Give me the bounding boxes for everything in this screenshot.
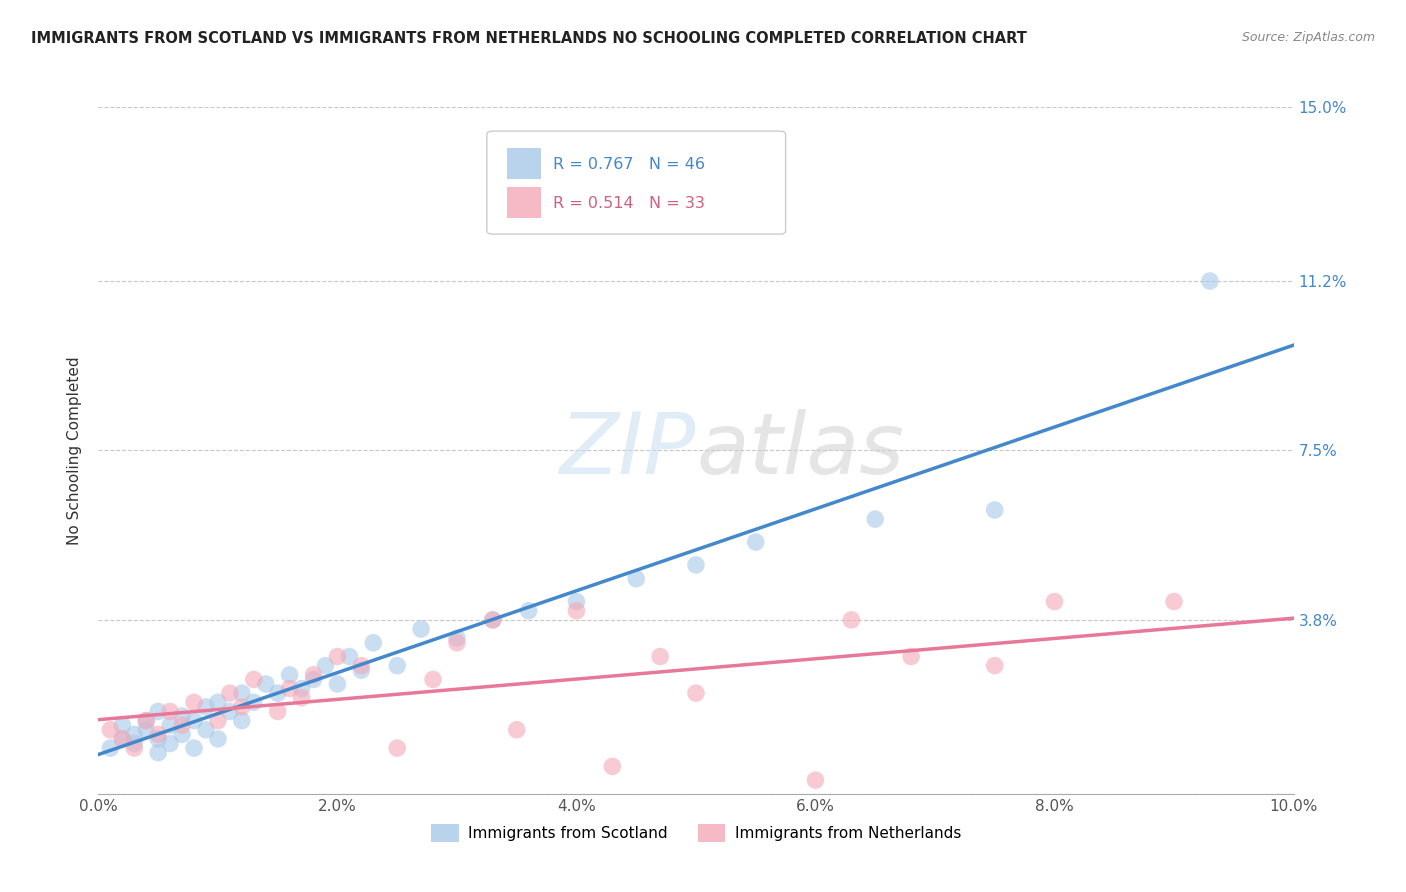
- Point: [148, 705, 170, 719]
- Point: [339, 649, 361, 664]
- Point: [111, 731, 134, 746]
- Point: [446, 631, 468, 645]
- Point: [172, 709, 194, 723]
- Point: [302, 673, 325, 687]
- Point: [385, 741, 409, 756]
- Point: [111, 718, 134, 732]
- Legend: Immigrants from Scotland, Immigrants from Netherlands: Immigrants from Scotland, Immigrants fro…: [425, 818, 967, 848]
- Point: [195, 723, 218, 737]
- Point: [195, 699, 218, 714]
- Text: Source: ZipAtlas.com: Source: ZipAtlas.com: [1241, 31, 1375, 45]
- Point: [207, 731, 229, 746]
- Point: [326, 649, 349, 664]
- Point: [111, 731, 134, 746]
- Point: [350, 663, 373, 677]
- Point: [135, 714, 157, 728]
- Point: [243, 673, 266, 687]
- Point: [565, 604, 588, 618]
- Point: [565, 594, 588, 608]
- Text: atlas: atlas: [696, 409, 904, 492]
- Point: [1199, 274, 1222, 288]
- Point: [207, 695, 229, 709]
- FancyBboxPatch shape: [486, 131, 786, 234]
- Point: [482, 613, 505, 627]
- Point: [1043, 594, 1066, 608]
- Point: [278, 668, 301, 682]
- Point: [159, 737, 181, 751]
- Point: [219, 686, 242, 700]
- Text: IMMIGRANTS FROM SCOTLAND VS IMMIGRANTS FROM NETHERLANDS NO SCHOOLING COMPLETED C: IMMIGRANTS FROM SCOTLAND VS IMMIGRANTS F…: [31, 31, 1026, 46]
- Point: [841, 613, 863, 627]
- Point: [900, 649, 922, 664]
- Point: [278, 681, 301, 696]
- Text: R = 0.514   N = 33: R = 0.514 N = 33: [553, 195, 704, 211]
- Point: [865, 512, 887, 526]
- Point: [124, 741, 146, 756]
- Point: [350, 658, 373, 673]
- Point: [745, 535, 768, 549]
- Point: [411, 622, 433, 636]
- Point: [135, 723, 157, 737]
- Point: [302, 668, 325, 682]
- Point: [148, 727, 170, 741]
- Point: [650, 649, 672, 664]
- Point: [315, 658, 337, 673]
- Point: [183, 741, 205, 756]
- Text: ZIP: ZIP: [560, 409, 696, 492]
- Point: [385, 658, 409, 673]
- FancyBboxPatch shape: [508, 187, 541, 219]
- Point: [363, 636, 385, 650]
- Text: R = 0.767   N = 46: R = 0.767 N = 46: [553, 157, 704, 171]
- Point: [446, 636, 468, 650]
- Point: [159, 705, 181, 719]
- Point: [183, 695, 205, 709]
- Point: [243, 695, 266, 709]
- Point: [148, 746, 170, 760]
- Point: [482, 613, 505, 627]
- Point: [326, 677, 349, 691]
- Point: [602, 759, 624, 773]
- Point: [685, 686, 707, 700]
- Point: [207, 714, 229, 728]
- Point: [135, 714, 157, 728]
- Point: [291, 681, 314, 696]
- Point: [685, 558, 707, 572]
- Point: [1163, 594, 1185, 608]
- Point: [124, 737, 146, 751]
- FancyBboxPatch shape: [508, 148, 541, 179]
- Point: [231, 686, 253, 700]
- Point: [984, 658, 1007, 673]
- Point: [98, 723, 122, 737]
- Point: [626, 572, 648, 586]
- Point: [159, 718, 181, 732]
- Point: [148, 731, 170, 746]
- Point: [291, 690, 314, 705]
- Point: [231, 714, 253, 728]
- Point: [183, 714, 205, 728]
- Point: [517, 604, 540, 618]
- Point: [267, 686, 290, 700]
- Point: [267, 705, 290, 719]
- Point: [506, 723, 529, 737]
- Point: [422, 673, 444, 687]
- Point: [254, 677, 277, 691]
- Y-axis label: No Schooling Completed: No Schooling Completed: [67, 356, 83, 545]
- Point: [172, 727, 194, 741]
- Point: [231, 699, 253, 714]
- Point: [219, 705, 242, 719]
- Point: [172, 718, 194, 732]
- Point: [984, 503, 1007, 517]
- Point: [98, 741, 122, 756]
- Point: [124, 727, 146, 741]
- Point: [804, 773, 827, 788]
